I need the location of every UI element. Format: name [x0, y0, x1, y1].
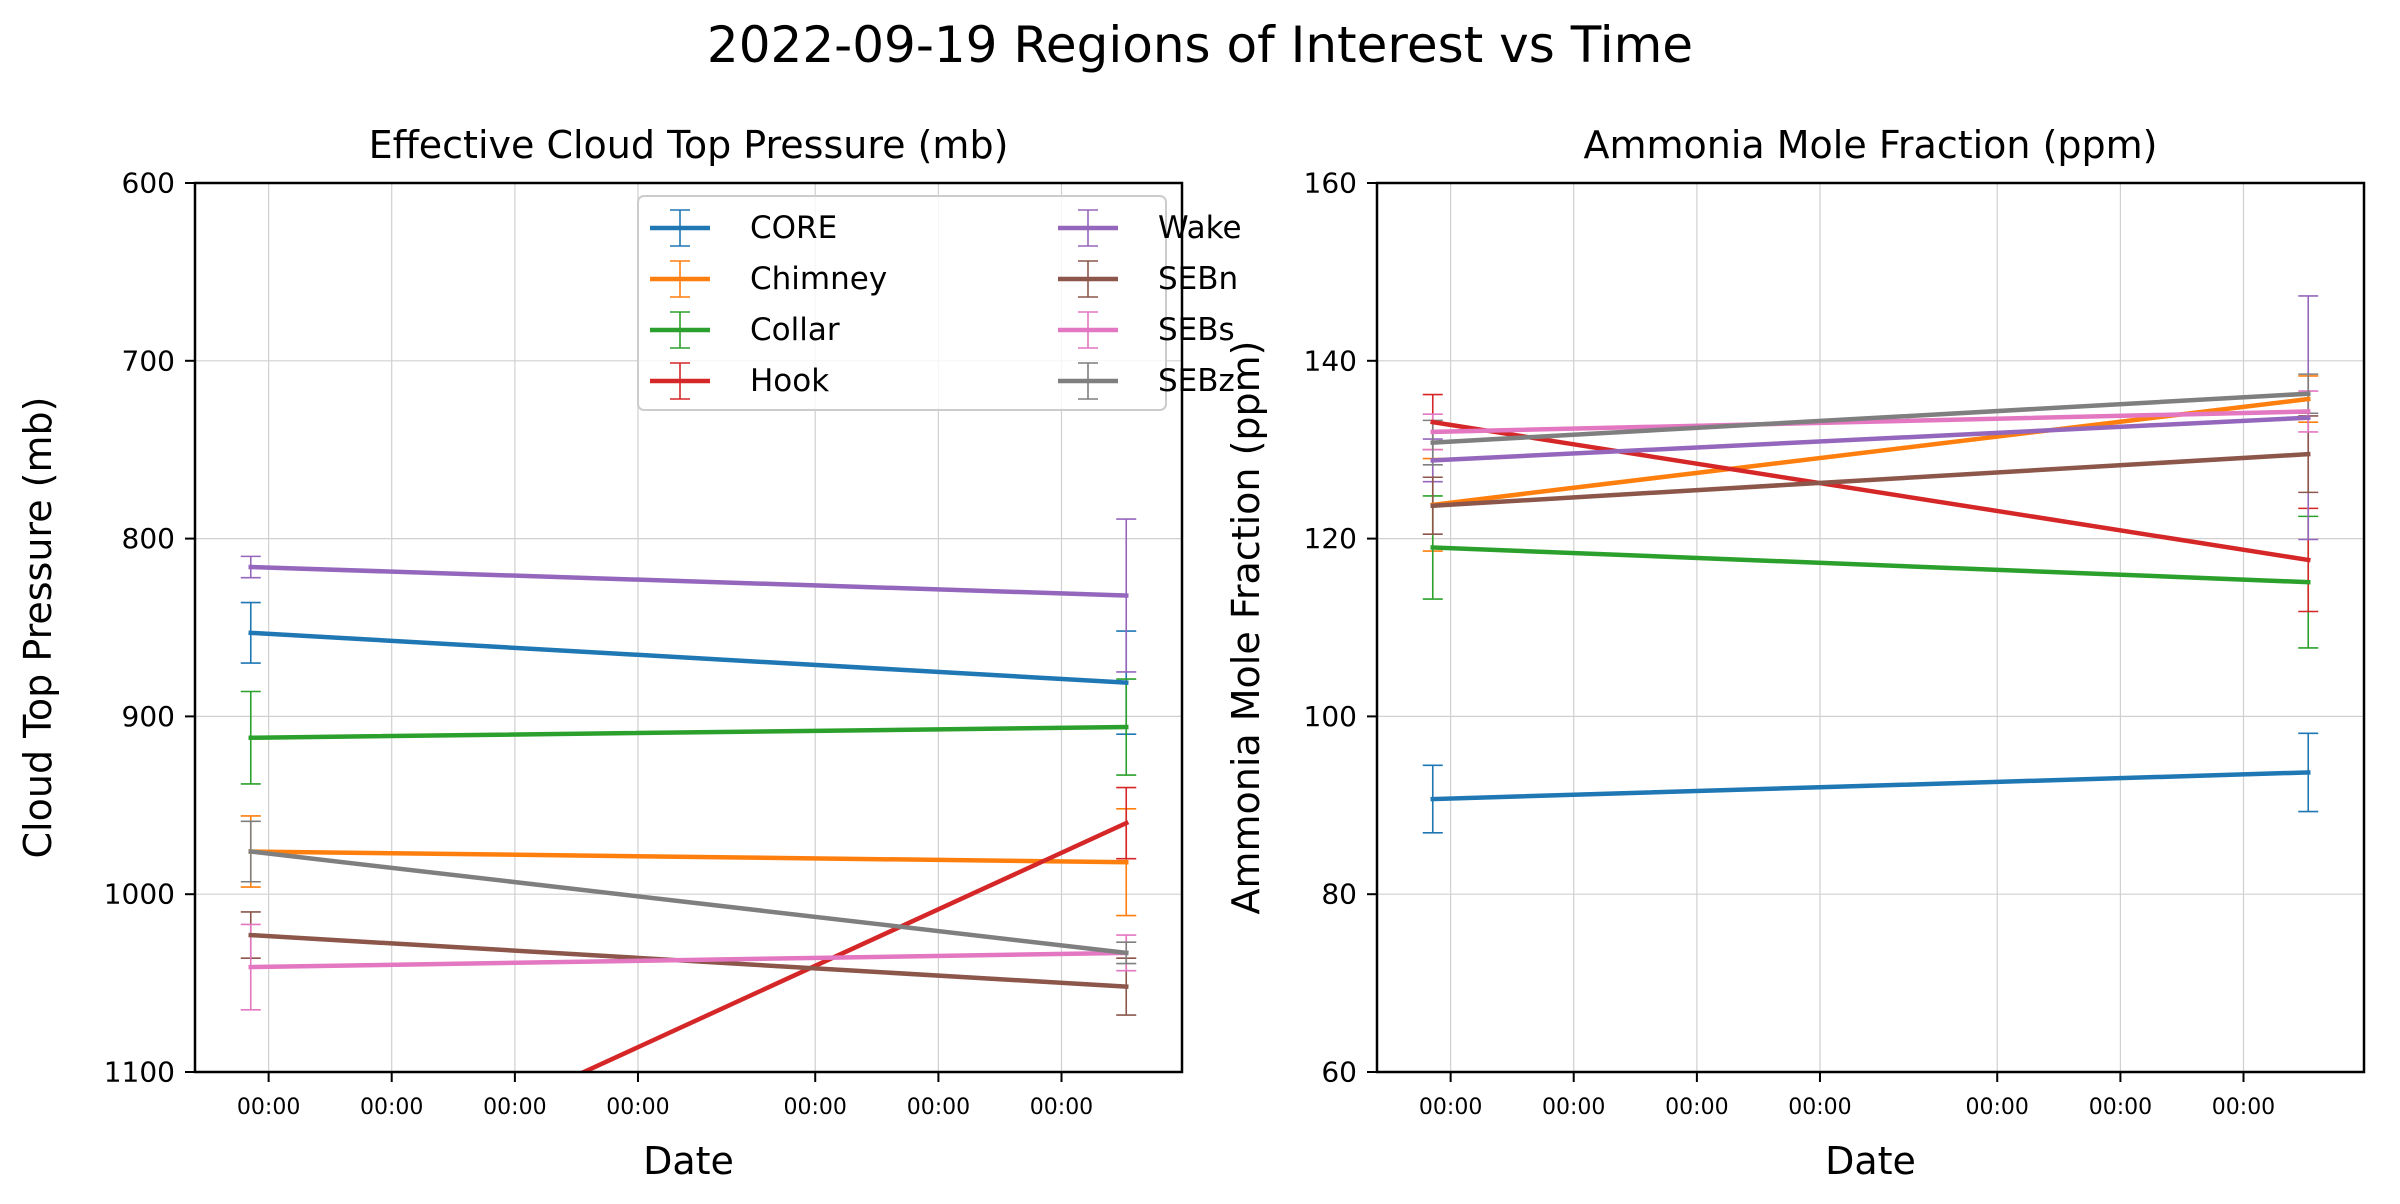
series-line-sebs: [248, 950, 1129, 970]
y-tick-label: 600: [122, 167, 175, 200]
legend-item-sebs: SEBs: [1058, 311, 1235, 349]
y-tick-label: 100: [1304, 700, 1357, 733]
x-tick-label: 00:00: [2212, 1095, 2275, 1120]
y-tick-label: 160: [1304, 167, 1357, 200]
y-axis-label: Cloud Top Pressure (mb): [16, 397, 60, 859]
series-group: [1422, 295, 2319, 834]
legend-item-sebz: SEBz: [1058, 362, 1235, 400]
series-line-sebz: [1430, 391, 2311, 445]
y-tick-label: 900: [122, 700, 175, 733]
legend-label: Hook: [750, 363, 829, 399]
x-tick-label: 00:00: [1966, 1095, 2029, 1120]
y-tick-label: 800: [122, 522, 175, 555]
legend-label: Wake: [1158, 210, 1242, 246]
series-line-hook: [578, 820, 1130, 1072]
y-tick-label: 120: [1304, 522, 1357, 555]
axes-frame: [193, 181, 1184, 1074]
legend-label: SEBz: [1158, 363, 1235, 399]
series-group: [240, 518, 1137, 1072]
figure-title: 2022-09-19 Regions of Interest vs Time: [706, 16, 1694, 74]
series-line-collar: [248, 724, 1129, 741]
x-axis-label: Date: [643, 1139, 734, 1183]
legend-item-collar: Collar: [650, 311, 840, 349]
legend-item-wake: Wake: [1058, 209, 1242, 247]
x-axis-label: Date: [1825, 1139, 1916, 1183]
legend-item-chimney: Chimney: [650, 260, 887, 298]
y-tick-label: 1000: [104, 878, 175, 911]
x-tick-label: 00:00: [606, 1095, 669, 1120]
legend-item-sebn: SEBn: [1058, 260, 1238, 298]
chart-panel-2: 60 80 100 120 140 160 00:00 00:00 00:00 00:00 00:0…: [1224, 123, 2366, 1183]
x-tick-label: 00:00: [237, 1095, 300, 1120]
x-tick-label: 00:00: [1788, 1095, 1851, 1120]
x-tick-label: 00:00: [1030, 1095, 1093, 1120]
legend: CORE Chimney Collar Hook Wake SEBn SEBs SEBz: [637, 195, 1242, 411]
subplot-title: Ammonia Mole Fraction (ppm): [1583, 123, 2157, 167]
x-tick-label: 00:00: [483, 1095, 546, 1120]
x-tick-label: 00:00: [1419, 1095, 1482, 1120]
y-tick-label: 140: [1304, 344, 1357, 377]
series-line-sebz: [248, 849, 1129, 956]
legend-box: [637, 195, 1167, 411]
legend-item-core: CORE: [650, 209, 837, 247]
subplot-title: Effective Cloud Top Pressure (mb): [369, 123, 1009, 167]
series-line-wake: [248, 564, 1129, 598]
x-tick-label: 00:00: [1542, 1095, 1605, 1120]
x-tick-label: 00:00: [1665, 1095, 1728, 1120]
series-line-wake: [1430, 415, 2311, 463]
legend-label: CORE: [750, 210, 837, 246]
series-line-sebs: [1430, 409, 2311, 435]
series-line-core: [1430, 770, 2311, 802]
x-tick-label: 00:00: [360, 1095, 423, 1120]
x-tick-label: 00:00: [784, 1095, 847, 1120]
legend-label: Chimney: [750, 261, 887, 297]
series-line-core: [248, 630, 1129, 685]
legend-label: SEBn: [1158, 261, 1238, 297]
series-line-chimney: [248, 849, 1129, 865]
series-line-collar: [1430, 545, 2311, 585]
y-axis-label: Ammonia Mole Fraction (ppm): [1224, 340, 1268, 914]
x-tick-label: 00:00: [2089, 1095, 2152, 1120]
legend-item-hook: Hook: [650, 362, 829, 400]
axes-frame: [1375, 181, 2366, 1074]
y-tick-label: 80: [1321, 878, 1357, 911]
series-line-hook: [1430, 419, 2311, 563]
series-line-sebn: [1430, 451, 2311, 509]
y-tick-label: 700: [122, 344, 175, 377]
x-tick-label: 00:00: [907, 1095, 970, 1120]
legend-label: SEBs: [1158, 312, 1235, 348]
y-tick-label: 60: [1321, 1056, 1357, 1089]
y-tick-label: 1100: [104, 1056, 175, 1089]
chart-panel-1: 600 700 800 900 1000 1100 00:00 00:00 00:00 00:00…: [16, 123, 1242, 1183]
legend-label: Collar: [750, 312, 840, 348]
